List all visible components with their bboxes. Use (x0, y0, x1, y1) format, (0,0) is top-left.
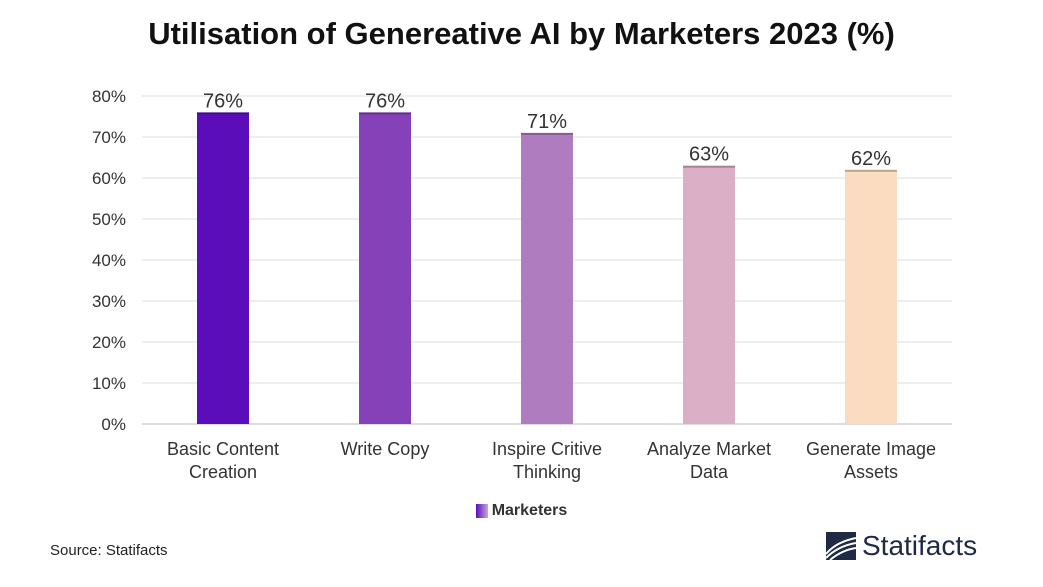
x-tick-label: Write Copy (341, 439, 430, 459)
bar-top-edge (359, 112, 411, 115)
y-axis: 0% 10% 20% 30% 40% 50% 60% 70% 80% (92, 87, 126, 434)
bar (521, 132, 573, 424)
y-tick-label: 30% (92, 292, 126, 311)
bar-top-edge (521, 132, 573, 135)
y-tick-label: 70% (92, 128, 126, 147)
y-tick-label: 50% (92, 210, 126, 229)
source-note: Source: Statifacts (50, 542, 168, 559)
legend-label: Marketers (491, 502, 568, 519)
data-label: 62% (851, 148, 891, 170)
data-label: 76% (203, 90, 243, 112)
x-tick-label: Inspire Critive Thinking (492, 439, 602, 482)
statifacts-logo-icon (826, 532, 856, 560)
x-tick-label: Basic Content Creation (167, 439, 279, 482)
bar-top-edge (845, 169, 897, 172)
bar-top-edge (683, 165, 735, 168)
data-label: 76% (365, 90, 405, 112)
y-tick-label: 20% (92, 333, 126, 352)
y-tick-label: 0% (101, 415, 126, 434)
x-tick-label: Analyze Market Data (647, 439, 771, 482)
bar (845, 169, 897, 424)
bar-chart: 0% 10% 20% 30% 40% 50% 60% 70% 80% 76% 76% 71% 63% 6… (92, 87, 952, 482)
brand-name: Statifacts (862, 530, 978, 561)
bars: 76% 76% 71% 63% 62% (197, 90, 897, 425)
chart-title: Utilisation of Genereative AI by Markete… (148, 16, 895, 51)
y-tick-label: 10% (92, 374, 126, 393)
x-tick-label: Generate Image Assets (806, 439, 936, 482)
bar (683, 165, 735, 424)
y-tick-label: 80% (92, 87, 126, 106)
data-label: 63% (689, 144, 729, 166)
legend-swatch (475, 504, 488, 518)
y-tick-label: 40% (92, 251, 126, 270)
brand-logo: Statifacts (826, 530, 977, 562)
bar-top-edge (197, 112, 249, 115)
data-label: 71% (527, 111, 567, 133)
y-tick-label: 60% (92, 169, 126, 188)
x-axis: Basic Content Creation Write Copy Inspire C… (167, 439, 936, 482)
legend: Marketers (0, 502, 1043, 520)
bar (359, 112, 411, 425)
bar (197, 112, 249, 425)
